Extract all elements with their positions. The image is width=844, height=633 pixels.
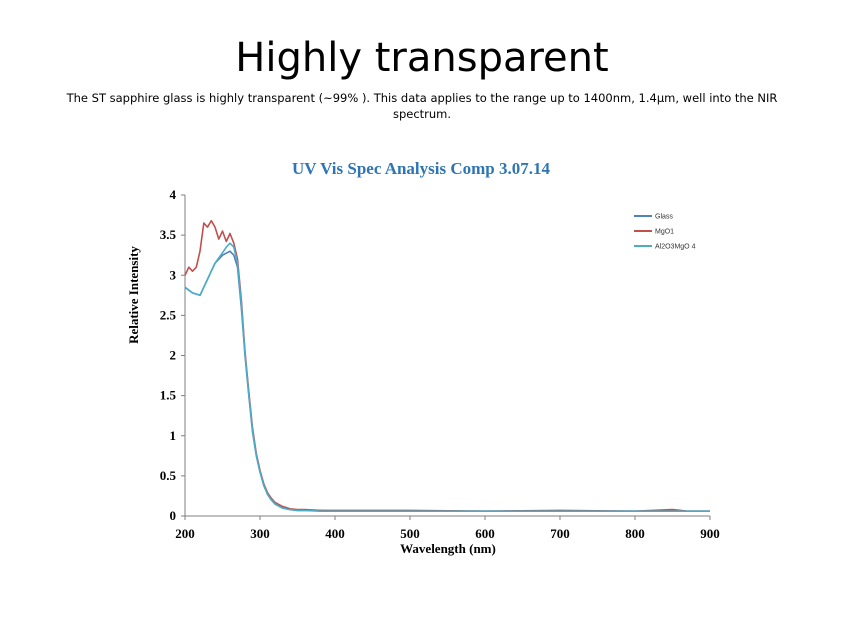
- x-axis-label: Wavelength (nm): [400, 541, 496, 556]
- y-tick-label: 0.5: [160, 468, 177, 483]
- y-tick-label: 1: [170, 428, 177, 443]
- y-tick-label: 3: [170, 267, 177, 282]
- legend: Glass MgO1 Al2O3MgO 4: [634, 214, 696, 251]
- legend-entry: Glass: [655, 214, 673, 221]
- x-tick-label: 400: [325, 526, 345, 541]
- x-tick-label: 900: [700, 526, 720, 541]
- series-line-glass: [184, 250, 710, 513]
- y-tick-label: 1.5: [160, 388, 177, 403]
- legend-entry: Al2O3MgO 4: [655, 244, 696, 251]
- y-tick-label: 4: [170, 187, 177, 202]
- y-axis-label: Relative Intensity: [126, 246, 141, 344]
- y-tick-label: 2: [170, 348, 177, 363]
- x-tick-label: 800: [625, 526, 645, 541]
- y-tick-label: 2.5: [160, 307, 177, 322]
- series-line-mgo1: [184, 219, 710, 513]
- slide-title: Highly transparent: [235, 35, 609, 81]
- legend-entry: MgO1: [655, 229, 674, 236]
- x-tick-label: 700: [550, 526, 570, 541]
- x-tick-label: 500: [400, 526, 420, 541]
- y-tick-label: 0: [170, 508, 177, 523]
- x-tick-label: 300: [250, 526, 270, 541]
- slide-caption: The ST sapphire glass is highly transpar…: [66, 91, 778, 121]
- chart-title: UV Vis Spec Analysis Comp 3.07.14: [292, 159, 551, 178]
- series-line-al2o3mgo-4: [184, 242, 710, 513]
- plot-area: 0 0.5 1 1.5 2 2.5 3 3.5 4 200 300 400 500 600 700 800 90…: [160, 187, 720, 541]
- x-tick-label: 200: [175, 526, 195, 541]
- x-tick-label: 600: [475, 526, 495, 541]
- y-tick-label: 3.5: [160, 227, 177, 242]
